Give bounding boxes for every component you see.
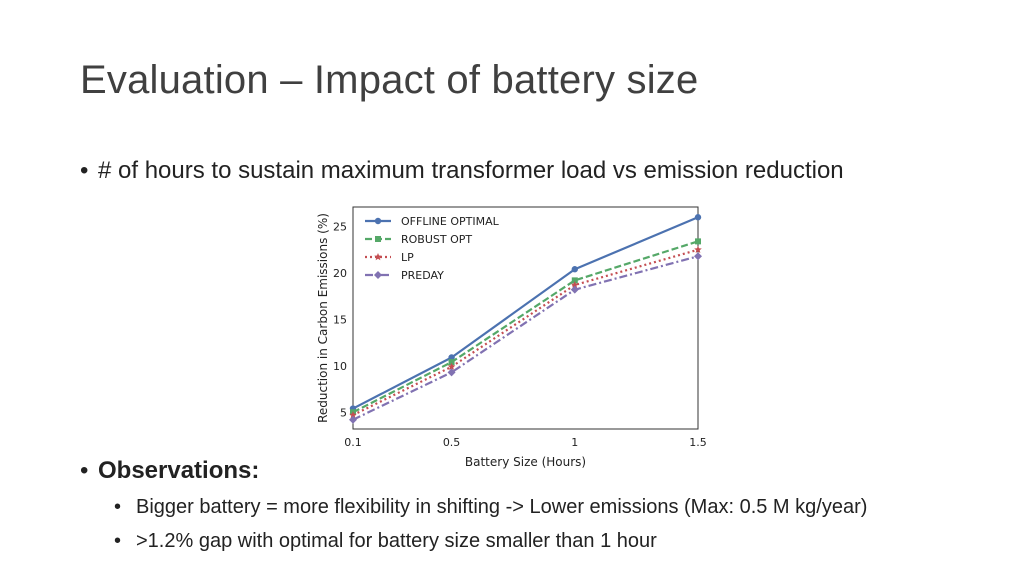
data-point [447, 362, 456, 370]
legend-label: LP [401, 251, 414, 264]
y-tick-label: 20 [333, 267, 347, 280]
data-point [571, 266, 578, 273]
x-tick-label: 1.5 [689, 436, 707, 449]
observations-heading-text: Observations: [98, 457, 260, 484]
legend-label: PREDAY [401, 269, 444, 282]
y-tick-label: 5 [340, 406, 347, 419]
data-point [694, 252, 702, 261]
data-point [695, 238, 701, 245]
data-point [448, 354, 455, 361]
data-point [570, 285, 579, 294]
data-point [694, 214, 702, 221]
y-axis-label: Reduction in Carbon Emissions (%) [316, 213, 330, 423]
observation-item: • >1.2% gap with optimal for battery size… [114, 530, 657, 553]
y-tick-label: 25 [333, 221, 347, 234]
bullet-marker: • [114, 496, 122, 518]
data-point [570, 281, 579, 289]
data-point [349, 411, 357, 419]
x-tick-label: 0.1 [344, 436, 362, 449]
legend-label: OFFLINE OPTIMAL [401, 215, 500, 228]
observation-item: • Bigger battery = more flexibility in sh… [114, 496, 867, 519]
legend-marker [374, 253, 382, 261]
emission-reduction-chart: 0.1 0.5 1 1.5 5 10 15 20 25 Battery Size (Hours) R… [316, 206, 707, 469]
bullet-marker: • [80, 457, 89, 484]
series-line [352, 255, 699, 421]
data-point [571, 277, 578, 284]
data-point [448, 359, 455, 366]
series-line [352, 240, 699, 414]
legend-marker [375, 236, 381, 242]
series-line [352, 216, 699, 410]
data-point [447, 368, 456, 377]
bullet-marker: • [80, 157, 89, 184]
data-point [349, 415, 357, 424]
x-tick-label: 1 [571, 436, 578, 449]
y-tick-label: 15 [333, 313, 347, 326]
y-tick-label: 10 [333, 360, 347, 373]
data-point [694, 245, 702, 253]
x-tick-label: 0.5 [443, 436, 461, 449]
observations-heading: • Observations: [80, 457, 259, 485]
x-axis-label: Battery Size (Hours) [465, 455, 586, 469]
observation-text: >1.2% gap with optimal for battery size … [136, 530, 657, 552]
legend-marker [374, 217, 382, 225]
observation-text: Bigger battery = more flexibility in shi… [136, 496, 868, 518]
series-line [352, 248, 699, 417]
bullet-marker: • [114, 530, 122, 552]
slide-title: Evaluation – Impact of battery size [80, 58, 699, 102]
plot-area [352, 206, 699, 430]
legend-marker [374, 271, 382, 279]
intro-bullet-text: # of hours to sustain maximum transforme… [98, 157, 844, 184]
legend-label: ROBUST OPT [401, 233, 472, 246]
intro-bullet: • # of hours to sustain maximum transform… [80, 157, 844, 185]
